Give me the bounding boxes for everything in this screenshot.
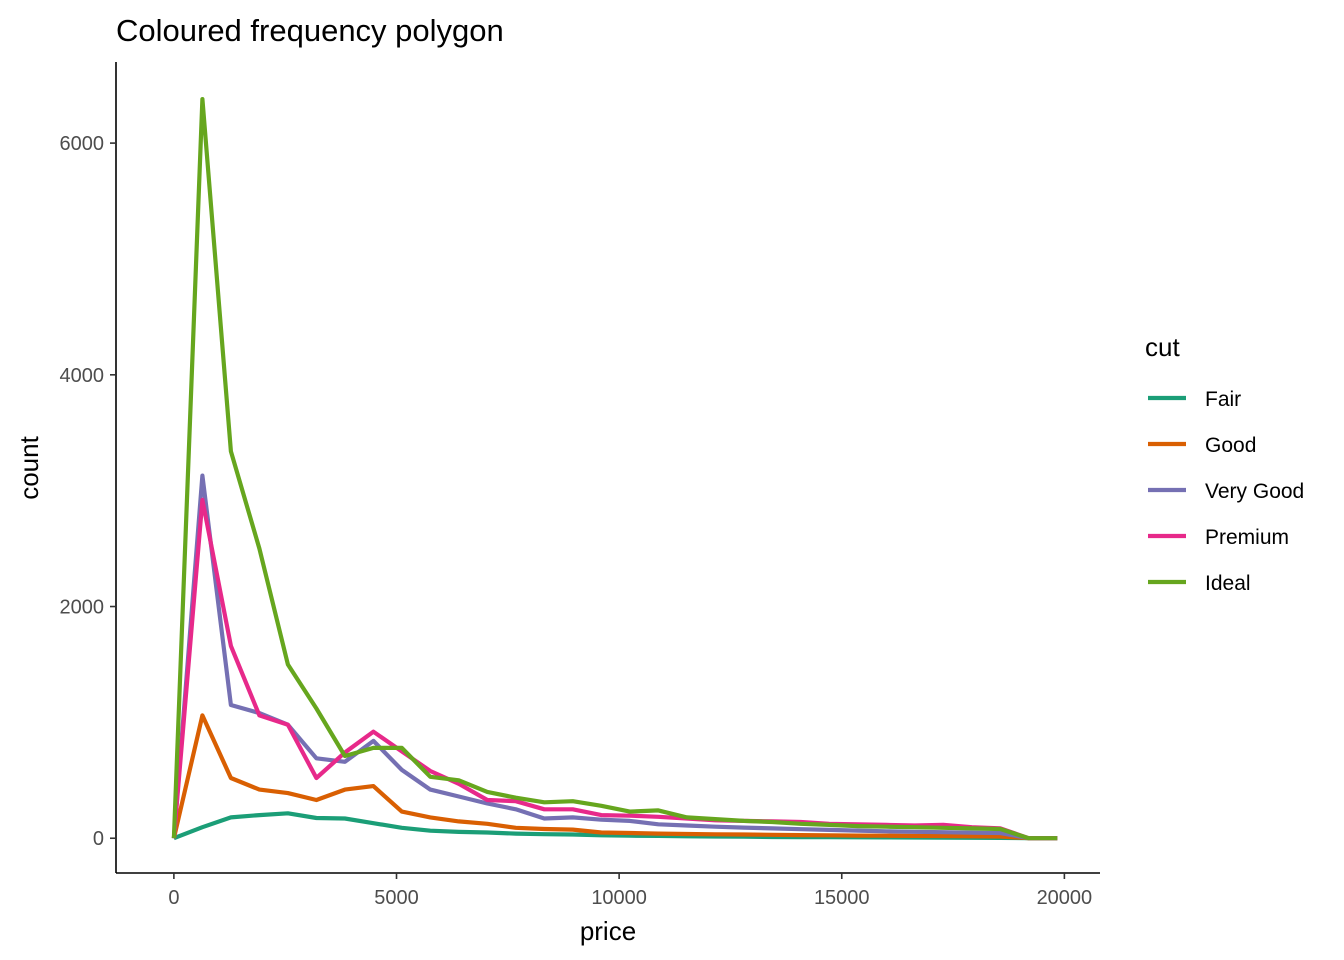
plot-lines [171, 96, 1058, 841]
y-tick-label: 4000 [60, 365, 105, 387]
x-tick-label: 5000 [374, 887, 419, 909]
legend-label: Premium [1205, 526, 1289, 549]
x-tick-label: 10000 [591, 887, 647, 909]
legend-label: Good [1205, 434, 1256, 457]
x-tick-label: 0 [168, 887, 179, 909]
legend-label: Ideal [1205, 572, 1251, 595]
series-line-ideal [171, 96, 1058, 841]
y-ticks: 0 2000 4000 6000 [60, 133, 116, 850]
legend-label: Fair [1205, 388, 1241, 411]
y-tick-label: 0 [93, 828, 104, 850]
legend-title: cut [1145, 332, 1180, 362]
y-tick-label: 6000 [60, 133, 105, 155]
series-line-premium [171, 497, 1058, 841]
axes [115, 62, 1100, 874]
series-line-good [171, 713, 1058, 841]
x-tick-label: 20000 [1037, 887, 1093, 909]
y-axis-title: count [14, 435, 44, 499]
legend-item-ideal: Ideal [1148, 572, 1251, 595]
legend-item-fair: Fair [1148, 388, 1241, 411]
legend-items: Fair Good Very Good Premium Ideal [1148, 388, 1304, 595]
legend-label: Very Good [1205, 480, 1304, 503]
legend-item-very-good: Very Good [1148, 480, 1304, 503]
legend-item-premium: Premium [1148, 526, 1289, 549]
series-line-very-good [171, 473, 1058, 841]
x-tick-label: 15000 [814, 887, 870, 909]
legend-item-good: Good [1148, 434, 1256, 457]
legend: cut Fair Good Very Good Premium Ideal [1145, 332, 1304, 595]
y-tick-label: 2000 [60, 597, 105, 619]
x-ticks: 0 5000 10000 15000 20000 [168, 873, 1092, 909]
chart-title: Coloured frequency polygon [116, 13, 504, 48]
x-axis-title: price [580, 916, 636, 946]
